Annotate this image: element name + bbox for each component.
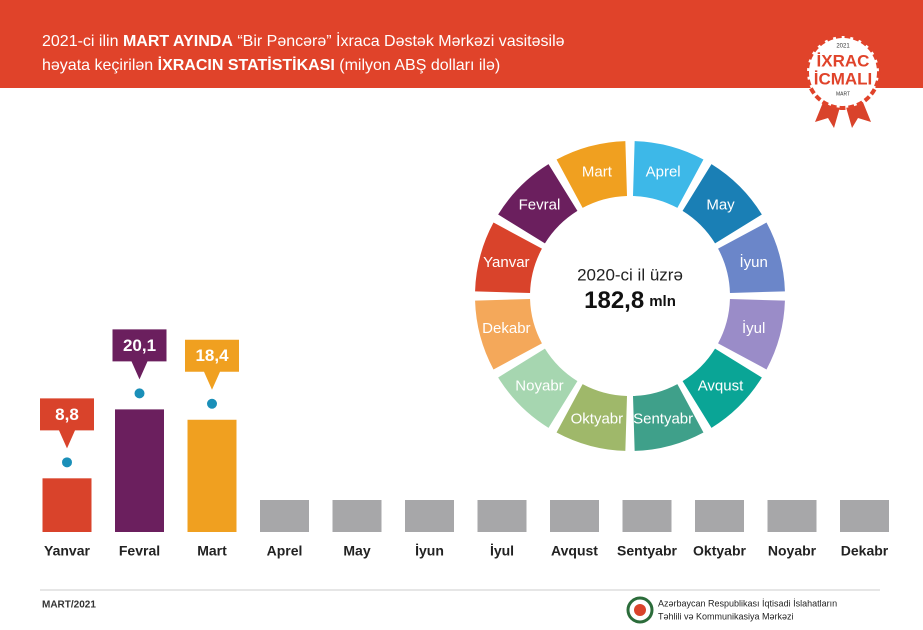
callout <box>40 398 94 449</box>
text: İXRACIN STATİSTİKASI <box>158 56 335 74</box>
x-tick-label: İyun <box>415 543 444 559</box>
value-label: 8,8 <box>55 405 79 424</box>
header-band <box>0 0 923 88</box>
text: həyata keçirilən <box>42 57 158 74</box>
marker-dot <box>134 388 145 399</box>
placeholder-bar <box>405 500 454 532</box>
placeholder-bar <box>840 500 889 532</box>
x-tick-label: Yanvar <box>44 543 90 559</box>
badge: 2021 İXRAC İCMALI MART <box>805 34 881 128</box>
donut-segment <box>682 164 762 244</box>
center-total: 182,8 mln <box>584 287 676 314</box>
badge-text: İCMALI <box>814 69 873 88</box>
text: 2021-ci ilin <box>42 33 123 50</box>
donut-label: Mart <box>582 163 613 180</box>
placeholder-bar <box>767 500 817 532</box>
donut-label: May <box>706 196 735 213</box>
donut-label: Yanvar <box>483 254 529 271</box>
donut-segment <box>718 298 785 370</box>
placeholder-bar <box>622 500 672 532</box>
footer-org: Azərbaycan Respublikası İqtisadi İslahat… <box>658 598 837 608</box>
footer-org: Təhlili və Kommunikasiya Mərkəzi <box>658 611 794 621</box>
donut-label: Fevral <box>519 196 561 213</box>
donut-segment <box>475 298 542 370</box>
x-tick-label: Sentyabr <box>617 543 677 559</box>
donut-label: İyun <box>739 253 767 271</box>
bar <box>115 409 164 532</box>
text: (milyon ABŞ dolları ilə) <box>335 57 500 74</box>
placeholder-bar <box>550 500 599 532</box>
x-tick-label: Fevral <box>119 543 160 559</box>
placeholder-bar <box>260 500 309 532</box>
donut-segment <box>498 164 578 244</box>
badge-text: İXRAC <box>817 51 870 70</box>
donut-segment <box>632 141 704 208</box>
header-line1: 2021-ci ilin MART AYINDA “Bir Pəncərə” İ… <box>42 31 565 50</box>
donut-label: Aprel <box>646 163 681 180</box>
x-tick-label: May <box>343 543 370 559</box>
bar <box>187 419 237 532</box>
badge-month: MART <box>836 91 850 97</box>
total: 182,8 <box>584 287 644 314</box>
donut-segment <box>632 384 704 451</box>
donut-segment <box>498 348 578 428</box>
value-label: 18,4 <box>195 346 229 365</box>
badge-year: 2021 <box>836 44 850 50</box>
unit: mln <box>649 293 676 310</box>
text: “Bir Pəncərə” İxraca Dəstək Mərkəzi vasi… <box>233 31 565 50</box>
donut-segment <box>475 222 542 294</box>
footer-date: MART/2021 <box>42 600 96 611</box>
donut-label: Sentyabr <box>633 411 693 428</box>
donut-segment <box>718 222 785 294</box>
x-tick-label: Aprel <box>267 543 303 559</box>
value-label: 20,1 <box>123 336 156 355</box>
donut-segment <box>682 348 762 428</box>
x-tick-label: Oktyabr <box>693 543 746 559</box>
donut-segment <box>556 384 628 451</box>
text: MART AYINDA <box>123 33 233 50</box>
x-tick-label: Noyabr <box>768 543 817 559</box>
bar <box>42 478 92 532</box>
placeholder-bar <box>477 500 527 532</box>
donut-label: İyul <box>742 319 765 337</box>
bars: Yanvar 8,8 Fevral 20,1 Mart 18,4 Aprel May İyun İ… <box>40 329 889 559</box>
callout <box>185 339 239 390</box>
placeholder-bar <box>695 500 744 532</box>
donut-label: Noyabr <box>515 377 563 394</box>
donut-label: Dekabr <box>482 320 530 337</box>
donut: Yanvar Fevral Mart Aprel May İyun İyul Avqust Se… <box>475 141 785 451</box>
placeholder-bar <box>332 500 382 532</box>
x-tick-label: İyul <box>490 543 514 559</box>
marker-dot <box>207 398 217 409</box>
header-line2: həyata keçirilən İXRACIN STATİSTİKASI (m… <box>42 56 500 74</box>
x-tick-label: Mart <box>197 543 227 559</box>
x-tick-label: Avqust <box>551 543 598 559</box>
callout <box>112 329 167 380</box>
marker-dot <box>62 457 72 468</box>
center-label: 2020-ci il üzrə <box>577 265 683 284</box>
donut-label: Avqust <box>698 377 744 394</box>
donut-segment <box>556 141 628 208</box>
x-tick-label: Dekabr <box>841 543 889 559</box>
emblem <box>634 604 646 616</box>
donut-label: Oktyabr <box>571 411 624 428</box>
